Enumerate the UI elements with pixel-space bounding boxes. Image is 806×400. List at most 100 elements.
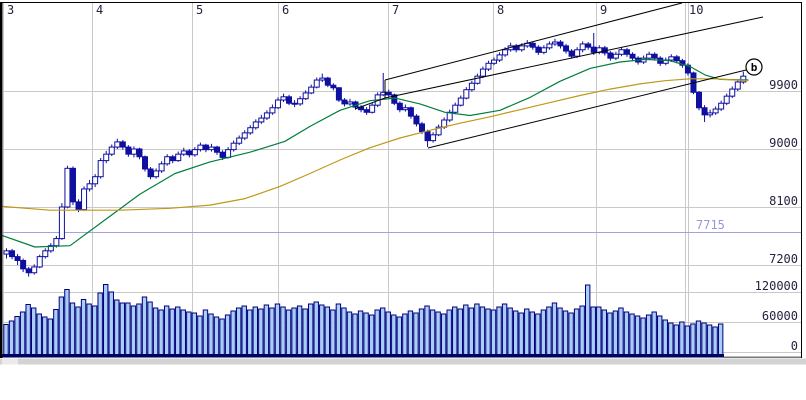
volume-bar (252, 306, 259, 357)
candle-up (435, 126, 442, 136)
candle-up (546, 43, 553, 49)
candle-up (491, 59, 498, 64)
candle-up (474, 75, 481, 84)
candle-down (142, 156, 148, 170)
candle-up (42, 250, 49, 258)
volume-bar (385, 311, 391, 357)
candle-up (502, 49, 509, 56)
candle-up (53, 238, 60, 247)
volume-bar (485, 308, 491, 357)
volume-bar (147, 301, 153, 357)
volume-bar (645, 314, 652, 357)
ma-short-green[interactable] (1, 58, 749, 248)
trendline[interactable] (384, 16, 764, 99)
volume-bar (191, 312, 198, 357)
candle-down (75, 201, 82, 211)
trendline-handle-icon[interactable] (745, 58, 763, 76)
candle-up (191, 149, 198, 156)
volume-bar (440, 313, 447, 357)
volume-tick-label: 0 (791, 339, 798, 353)
candle-down (529, 42, 536, 48)
candle-down (673, 56, 680, 62)
candle-down (169, 156, 176, 162)
candle-up (457, 97, 464, 106)
trendline[interactable] (427, 69, 747, 149)
volume-bar (585, 284, 591, 357)
volume-bar (224, 314, 231, 357)
candle-down (25, 268, 32, 274)
bottom-scroll-strip[interactable] (0, 358, 806, 365)
ma-long-orange[interactable] (1, 78, 749, 211)
candle-down (324, 77, 331, 86)
candle-down (407, 107, 414, 117)
candle-down (385, 91, 392, 96)
candle-up (485, 62, 492, 70)
candle-up (47, 245, 54, 252)
candle-up (31, 266, 38, 274)
volume-bar (163, 305, 170, 357)
volume-bar (562, 310, 569, 357)
trendline[interactable] (384, 2, 683, 81)
volume-bar (496, 306, 502, 357)
volume-bar (247, 309, 253, 357)
candle-down (119, 141, 126, 148)
volume-bar (313, 301, 319, 357)
candle-up (280, 96, 287, 101)
volume-bar (573, 308, 580, 357)
volume-bar (180, 309, 186, 357)
volume-bar (368, 314, 375, 357)
volume-bar (717, 323, 724, 357)
volume-bar (668, 322, 674, 357)
month-label: 10 (689, 3, 703, 17)
candle-down (186, 150, 193, 156)
candle-up (208, 146, 215, 151)
volume-bar (58, 296, 65, 357)
volume-bar (673, 324, 680, 357)
candle-up (723, 95, 730, 104)
candle-up (92, 176, 99, 185)
volume-bar (108, 291, 114, 357)
volume-bar (435, 311, 441, 357)
candle-up (740, 75, 747, 83)
volume-bar (518, 312, 524, 357)
volume-bar (219, 318, 225, 357)
volume-bar (601, 309, 608, 357)
candle-up (86, 183, 93, 190)
volume-baseline (2, 354, 724, 358)
volume-bar (512, 310, 519, 357)
volume-bar (291, 307, 297, 357)
candle-up (612, 53, 619, 59)
volume-bar (296, 305, 303, 357)
volume-bar (623, 311, 630, 357)
price-tick-label: 9000 (769, 136, 798, 150)
month-label: 5 (196, 3, 203, 17)
candle-up (175, 153, 182, 162)
volume-bar (579, 305, 585, 357)
candle-up (579, 43, 586, 51)
volume-bar (330, 309, 336, 357)
volume-bar (274, 303, 281, 357)
volume-bar (684, 325, 691, 357)
candle-down (413, 115, 420, 125)
candle-up (319, 77, 326, 81)
volume-bar (524, 308, 530, 357)
candle-up (114, 141, 121, 148)
candle-up (3, 250, 10, 255)
candle-down (202, 144, 209, 151)
candle-down (69, 167, 76, 203)
candle-down (684, 64, 691, 74)
trendline-handle-label: b (751, 61, 758, 74)
candle-down (419, 123, 425, 133)
candle-up (247, 127, 254, 134)
volume-bar (119, 302, 126, 357)
trendline[interactable] (354, 97, 386, 110)
volume-bar (396, 316, 403, 357)
candle-up (241, 132, 248, 139)
candle-down (219, 151, 226, 158)
candle-down (563, 45, 570, 52)
candle-up (313, 79, 320, 88)
candle-down (557, 41, 564, 47)
volume-bar (557, 307, 563, 357)
volume-bar (424, 305, 430, 357)
